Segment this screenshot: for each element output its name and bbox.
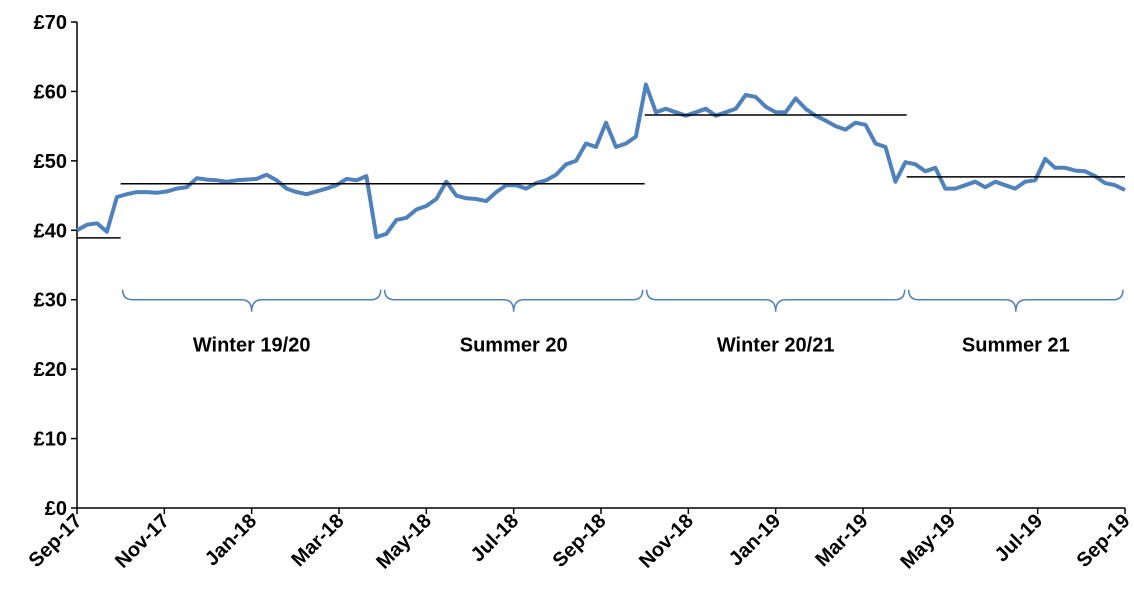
period-brace [383,289,644,312]
x-tick-label: Mar-18 [287,510,348,571]
x-tick-label: Nov-18 [635,510,698,573]
period-label: Winter 20/21 [717,335,835,357]
y-tick-label: £20 [34,359,67,381]
x-tick-label: Sep-19 [1073,510,1134,572]
period-label: Summer 20 [460,335,568,357]
x-tick-label: Jul-19 [991,510,1047,566]
y-tick-label: £30 [34,290,67,312]
y-tick-label: £60 [34,81,67,103]
x-tick-label: Jan-18 [201,510,261,570]
y-tick-label: £40 [34,220,67,242]
period-label: Winter 19/20 [193,335,311,357]
x-tick-label: May-18 [372,510,436,574]
period-brace [907,289,1124,312]
period-label: Summer 21 [962,335,1070,357]
period-brace [121,289,382,312]
y-tick-label: £70 [34,12,67,34]
x-tick-label: Mar-19 [811,510,872,571]
y-tick-label: £50 [34,151,67,173]
y-tick-label: £10 [34,429,67,451]
price-line [76,82,1126,240]
x-tick-label: Nov-17 [111,510,174,573]
x-tick-label: Jan-19 [725,510,785,570]
x-tick-label: Jul-18 [467,510,523,566]
y-tick-label: £0 [45,498,67,520]
x-tick-label: Sep-18 [549,510,611,572]
period-brace [645,289,906,312]
x-tick-label: May-19 [896,510,960,574]
